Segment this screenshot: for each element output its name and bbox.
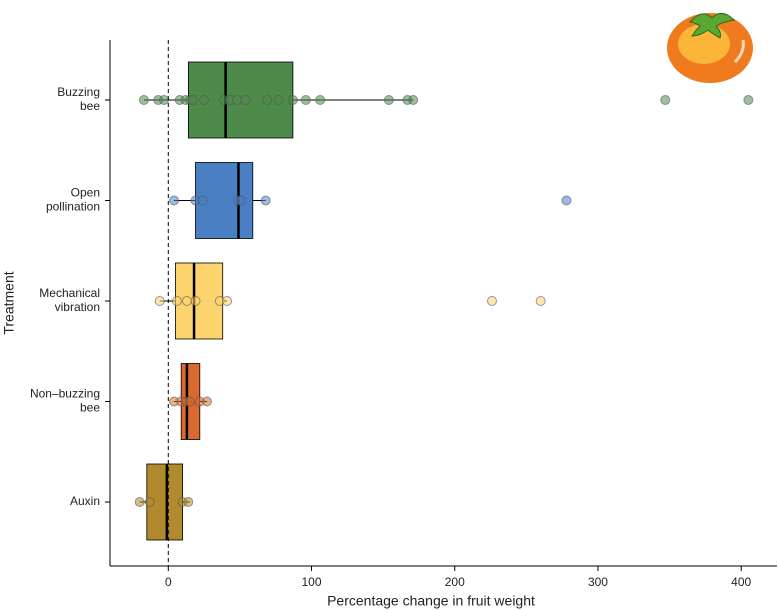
data-point xyxy=(154,296,165,306)
data-point xyxy=(184,396,195,407)
data-point xyxy=(240,95,251,105)
data-point xyxy=(262,95,273,105)
data-point xyxy=(260,195,271,206)
data-point xyxy=(232,95,243,105)
data-point xyxy=(181,296,192,306)
data-point xyxy=(743,95,754,105)
data-point xyxy=(190,296,201,306)
data-point xyxy=(287,95,298,105)
x-axis-title: Percentage change in fruit weight xyxy=(327,593,535,609)
x-tick-label: 100 xyxy=(302,575,322,589)
data-point xyxy=(300,95,311,105)
data-point xyxy=(197,195,208,206)
data-point xyxy=(158,95,169,105)
x-tick-label: 200 xyxy=(445,575,465,589)
x-tick-label: 0 xyxy=(165,575,172,589)
data-point xyxy=(236,195,247,206)
data-point xyxy=(486,296,497,306)
data-point xyxy=(144,497,155,507)
data-point xyxy=(315,95,326,105)
data-point xyxy=(408,95,419,105)
data-point xyxy=(201,396,212,407)
data-point xyxy=(171,296,182,306)
data-point xyxy=(169,195,180,206)
data-point xyxy=(187,95,198,105)
data-point xyxy=(660,95,671,105)
data-point xyxy=(535,296,546,306)
data-point xyxy=(273,95,284,105)
category-label: Buzzing bee xyxy=(57,85,100,113)
category-label: Non–buzzing bee xyxy=(30,387,100,415)
tomato-icon xyxy=(667,13,753,83)
data-point xyxy=(183,497,194,507)
x-tick-label: 400 xyxy=(731,575,751,589)
x-tick-label: 300 xyxy=(588,575,608,589)
category-label: Open pollination xyxy=(46,186,100,214)
category-label: Auxin xyxy=(70,494,100,508)
y-axis-title: Treatment xyxy=(1,271,17,334)
data-point xyxy=(138,95,149,105)
data-point xyxy=(199,95,210,105)
category-label: Mechanical vibration xyxy=(39,286,100,314)
data-point xyxy=(383,95,394,105)
data-point xyxy=(222,296,233,306)
data-point xyxy=(561,195,572,206)
data-point xyxy=(134,497,145,507)
